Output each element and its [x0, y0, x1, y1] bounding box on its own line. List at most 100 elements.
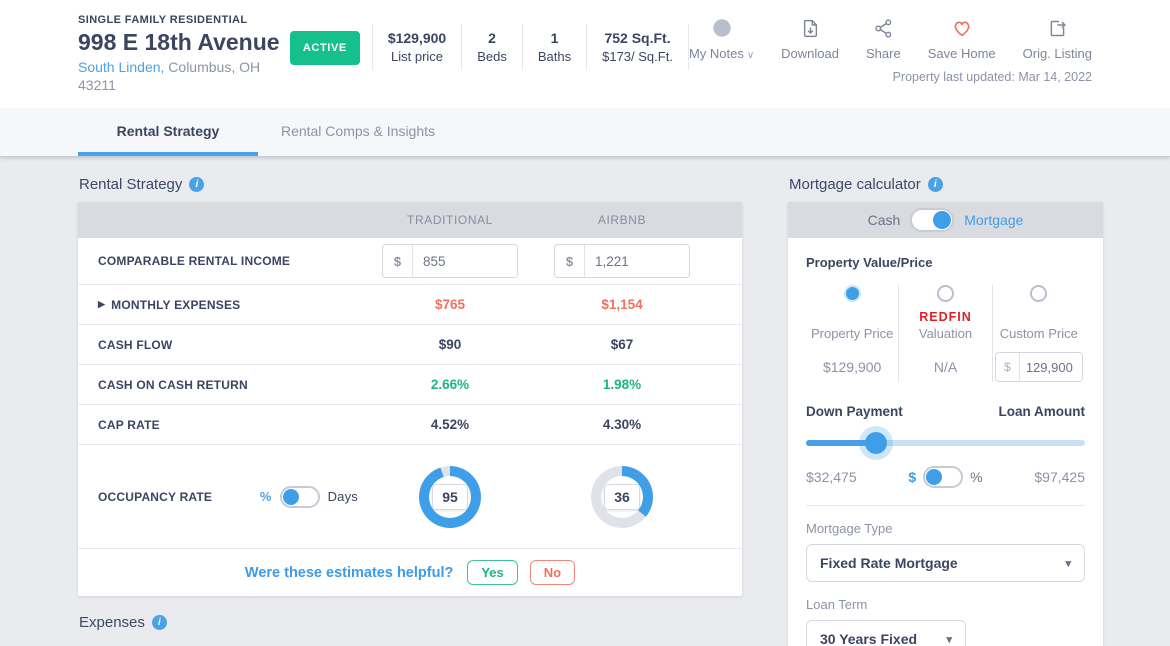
custom-price-radio[interactable] — [1030, 285, 1048, 302]
mortgage-type-label: Mortgage Type — [806, 521, 893, 536]
option-custom-price: Custom Price $ — [991, 285, 1085, 382]
heart-icon — [951, 16, 973, 40]
percent-option[interactable]: % — [970, 469, 983, 485]
mortgage-calculator-title: Mortgage calculator — [789, 176, 1103, 193]
loan-term-label: Loan Term — [806, 597, 868, 612]
slider-track[interactable] — [806, 440, 1085, 446]
info-icon[interactable] — [927, 177, 943, 192]
traditional-income-input-group: $ — [382, 244, 518, 278]
cash-flow-airbnb: $67 — [610, 337, 634, 352]
slider-handle[interactable] — [864, 432, 887, 454]
airbnb-income-input[interactable] — [585, 245, 689, 277]
caret-down-icon: ▾ — [946, 633, 952, 646]
notes-circle-icon — [711, 16, 733, 40]
stat-beds: 2 Beds — [461, 24, 522, 70]
redfin-logo: REDFIN — [919, 310, 972, 324]
mortgage-type-select[interactable]: Fixed Rate Mortgage ▾ — [806, 544, 1085, 582]
down-payment-label: Down Payment — [806, 404, 903, 419]
cash-flow-traditional: $90 — [438, 337, 462, 352]
feedback-no-button[interactable]: No — [529, 560, 576, 585]
save-home-label: Save Home — [927, 46, 996, 61]
property-header: SINGLE FAMILY RESIDENTIAL 998 E 18th Ave… — [0, 0, 1170, 108]
column-traditional: TRADITIONAL — [407, 213, 493, 227]
tab-rental-comps-insights[interactable]: Rental Comps & Insights — [280, 123, 436, 139]
table-row-cap-rate: CAP RATE 4.52% 4.30% — [78, 404, 742, 444]
down-payment-slider — [806, 432, 1085, 454]
neighborhood-link[interactable]: South Linden, — [78, 59, 165, 75]
mortgage-option[interactable]: Mortgage — [964, 212, 1024, 228]
cash-mortgage-toggle-bar: Cash Mortgage — [788, 202, 1103, 238]
caret-down-icon: ▾ — [1065, 557, 1071, 570]
orig-listing-button[interactable]: Orig. Listing — [1023, 16, 1092, 61]
share-label: Share — [866, 46, 901, 61]
mortgage-calculator-panel: Cash Mortgage Property Value/Price Prope… — [788, 202, 1103, 646]
tab-rental-strategy[interactable]: Rental Strategy — [78, 108, 258, 156]
my-notes-label: My Notes — [688, 46, 744, 61]
currency-prefix: $ — [555, 245, 585, 277]
loan-amount-value: $97,425 — [1034, 469, 1085, 485]
chevron-down-icon: ∨ — [746, 50, 755, 61]
property-value-label: Property Value/Price — [806, 255, 933, 270]
option-redfin-valuation: REDFIN Valuation N/A — [898, 285, 991, 382]
airbnb-income-input-group: $ — [554, 244, 690, 278]
property-price-radio[interactable] — [843, 285, 861, 302]
orig-listing-label: Orig. Listing — [1022, 46, 1092, 61]
table-row-cash-on-cash-return: CASH ON CASH RETURN 2.66% 1.98% — [78, 364, 742, 404]
custom-price-input[interactable] — [1019, 353, 1082, 381]
loan-amount-label: Loan Amount — [998, 404, 1085, 419]
cap-rate-airbnb: 4.30% — [602, 417, 642, 432]
my-notes-button[interactable]: My Notes ∨ — [689, 16, 754, 61]
status-badge: ACTIVE — [289, 31, 360, 65]
traditional-occupancy-value[interactable]: 95 — [432, 483, 468, 510]
share-button[interactable]: Share — [866, 16, 901, 61]
share-icon — [873, 16, 894, 40]
property-stats: $129,900 List price 2 Beds 1 Baths 752 S… — [371, 24, 689, 70]
download-label: Download — [781, 46, 839, 61]
traditional-occupancy-donut: 95 — [419, 465, 481, 528]
days-option[interactable]: Days — [327, 489, 358, 504]
info-icon[interactable] — [151, 615, 167, 630]
cap-rate-traditional: 4.52% — [430, 417, 470, 432]
column-airbnb: AIRBNB — [597, 213, 647, 227]
property-type-label: SINGLE FAMILY RESIDENTIAL — [78, 14, 248, 26]
rental-strategy-title: Rental Strategy — [79, 176, 742, 193]
table-row-comparable-rental-income: COMPARABLE RENTAL INCOME $ $ — [78, 238, 742, 284]
cash-option[interactable]: Cash — [867, 212, 901, 228]
option-property-price: Property Price $129,900 — [806, 285, 898, 382]
traditional-income-input[interactable] — [413, 245, 517, 277]
cocr-airbnb: 1.98% — [602, 377, 642, 392]
city-state-label: Columbus, OH — [164, 59, 261, 75]
airbnb-occupancy-donut: 36 — [591, 465, 653, 528]
redfin-valuation-radio[interactable] — [936, 285, 954, 302]
occupancy-unit-toggle[interactable] — [279, 485, 320, 508]
redfin-valuation-value: N/A — [933, 359, 958, 375]
currency-prefix: $ — [383, 245, 413, 277]
cash-mortgage-toggle[interactable] — [910, 208, 955, 232]
download-file-icon — [800, 16, 821, 40]
table-row-monthly-expenses: ▶ MONTHLY EXPENSES $765 $1,154 — [78, 284, 742, 324]
expand-arrow-icon[interactable]: ▶ — [98, 299, 106, 309]
zip-label: 43211 — [78, 76, 116, 93]
dollar-percent-toggle[interactable] — [923, 466, 964, 488]
dollar-option[interactable]: $ — [908, 469, 917, 485]
airbnb-occupancy-value[interactable]: 36 — [604, 483, 640, 510]
loan-term-select[interactable]: 30 Years Fixed ▾ — [806, 620, 966, 646]
percent-option[interactable]: % — [259, 489, 272, 504]
table-row-occupancy-rate: OCCUPANCY RATE % Days 95 — [78, 444, 742, 548]
estimates-feedback-row: Were these estimates helpful? Yes No — [78, 548, 742, 596]
property-address: 998 E 18th Avenue — [78, 29, 280, 55]
expenses-title: Expenses — [79, 614, 742, 631]
feedback-yes-button[interactable]: Yes — [467, 560, 518, 585]
tab-bar: Rental Strategy Rental Comps & Insights — [0, 108, 1170, 157]
table-row-cash-flow: CASH FLOW $90 $67 — [78, 324, 742, 364]
stat-baths: 1 Baths — [521, 24, 586, 70]
property-value-options: Property Price $129,900 REDFIN Valuation… — [806, 285, 1085, 382]
stat-list-price: $129,900 List price — [371, 24, 461, 70]
property-price-value: $129,900 — [822, 359, 882, 375]
download-button[interactable]: Download — [781, 16, 839, 61]
save-home-button[interactable]: Save Home — [928, 16, 996, 61]
slider-fill — [806, 440, 876, 446]
currency-prefix: $ — [996, 353, 1020, 381]
info-icon[interactable] — [189, 177, 205, 192]
monthly-expenses-airbnb: $1,154 — [601, 297, 643, 312]
